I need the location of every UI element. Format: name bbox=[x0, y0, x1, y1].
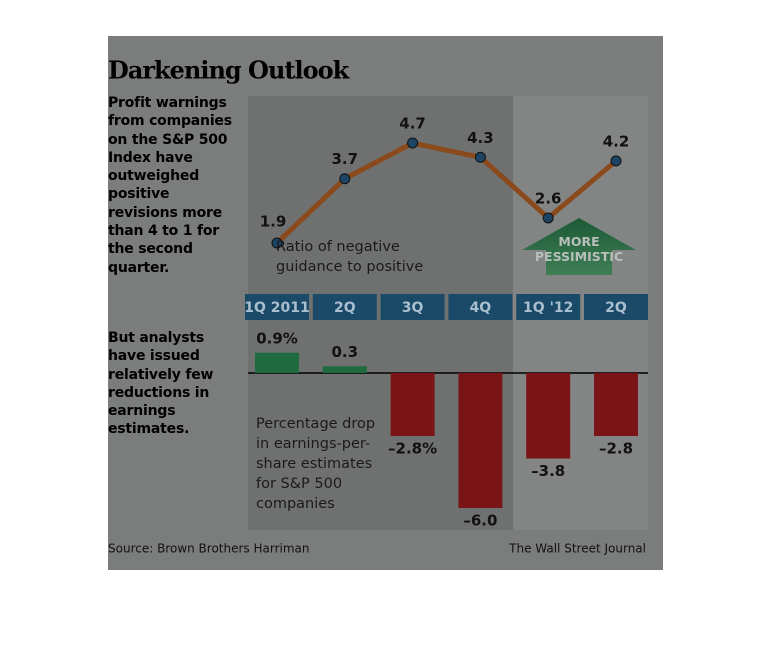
description: Profit warnings from companies on the S&… bbox=[108, 95, 232, 276]
bar bbox=[322, 366, 367, 373]
category-box bbox=[516, 294, 581, 320]
bar bbox=[390, 373, 435, 436]
x-tick-label: 4Q bbox=[470, 300, 492, 316]
marker bbox=[474, 151, 486, 163]
bar bbox=[458, 373, 503, 508]
x-tick-label: 1Q 2011 bbox=[244, 300, 309, 316]
x-tick-label: 1Q '12 bbox=[523, 300, 573, 316]
data-label: 0.3 bbox=[332, 343, 359, 361]
category-box bbox=[312, 294, 377, 320]
annotation: Ratio of negative guidance to positive bbox=[276, 239, 424, 275]
line bbox=[275, 140, 618, 245]
category-box bbox=[245, 294, 309, 320]
description: But analysts have issued relatively few … bbox=[108, 330, 214, 438]
marker bbox=[407, 137, 419, 149]
data-label: 2.6 bbox=[535, 190, 562, 208]
title: Darkening Outlook bbox=[108, 56, 351, 85]
category-box bbox=[448, 294, 513, 320]
arrow bbox=[522, 218, 636, 275]
annotation: Percentage drop in earnings-per-share es… bbox=[256, 416, 376, 512]
marker bbox=[610, 155, 622, 167]
data-label: 4.2 bbox=[603, 132, 630, 150]
x-tick-label: 3Q bbox=[402, 300, 424, 316]
source: Source: Brown Brothers Harriman bbox=[108, 542, 310, 556]
category-box bbox=[584, 294, 648, 320]
bar bbox=[526, 373, 571, 459]
data-label: 4.3 bbox=[467, 129, 494, 147]
data-label: 1.9 bbox=[260, 213, 287, 231]
marker bbox=[271, 237, 283, 249]
x-tick-label: 2Q bbox=[334, 300, 356, 316]
data-label: –6.0 bbox=[463, 512, 497, 530]
marker bbox=[542, 212, 554, 224]
data-label: 4.7 bbox=[399, 115, 426, 133]
credit: The Wall Street Journal bbox=[508, 542, 646, 556]
category-box bbox=[380, 294, 445, 320]
bar bbox=[255, 352, 299, 373]
marker bbox=[339, 173, 351, 185]
callout: MORE PESSIMISTIC bbox=[534, 234, 624, 264]
data-label: 3.7 bbox=[332, 150, 359, 168]
data-label: 0.9% bbox=[256, 329, 298, 347]
data-label: –2.8% bbox=[388, 440, 437, 458]
bar bbox=[594, 373, 638, 436]
data-label: –2.8 bbox=[599, 440, 633, 458]
x-tick-label: 2Q bbox=[605, 300, 627, 316]
data-label: –3.8 bbox=[531, 462, 565, 480]
